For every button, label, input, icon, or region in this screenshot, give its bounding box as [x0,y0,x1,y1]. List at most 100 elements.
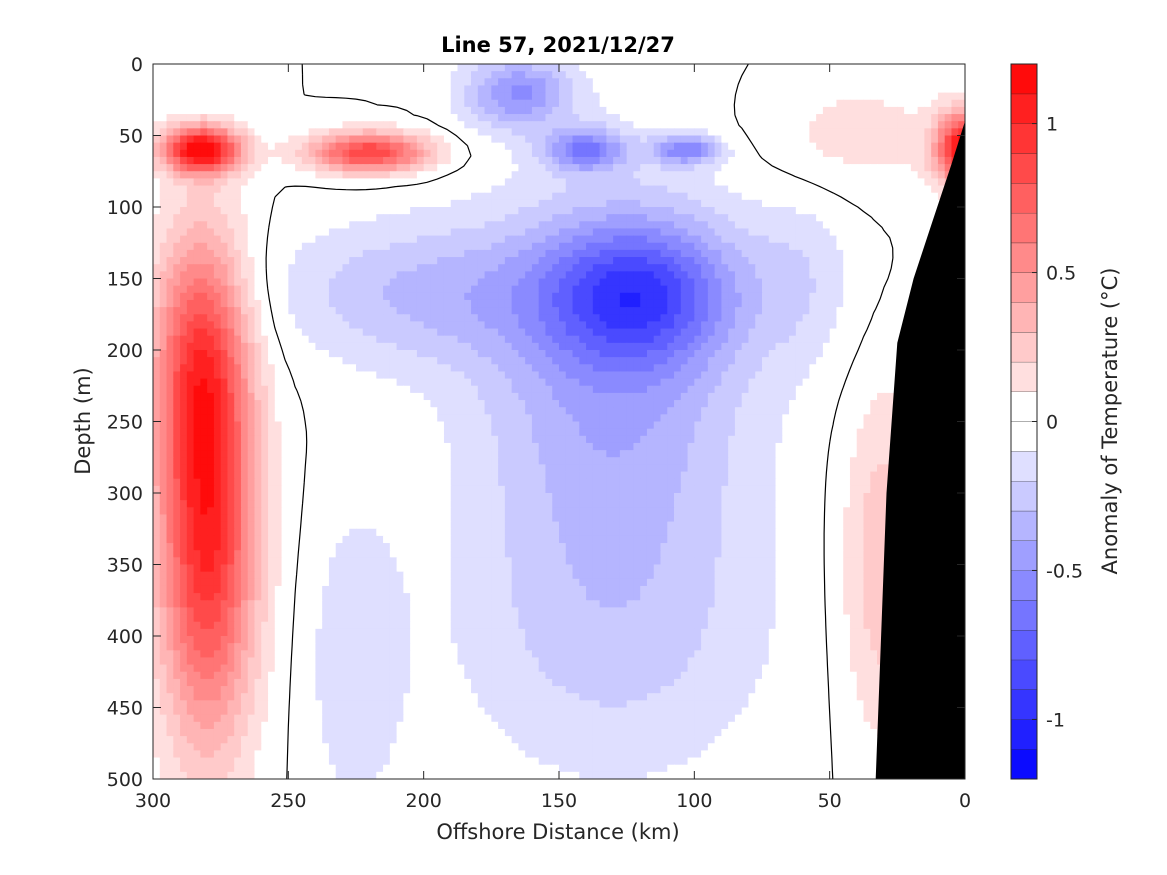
heatmap-cell [877,307,885,315]
heatmap-cell [775,278,783,287]
heatmap-cell [775,85,783,94]
heatmap-cell [734,228,743,237]
heatmap-cell [166,121,174,129]
heatmap-cell [653,285,662,294]
heatmap-cell [937,142,946,151]
heatmap-cell [802,114,810,122]
heatmap-cell [775,235,783,244]
heatmap-cell [315,257,323,265]
heatmap-cell [836,142,844,151]
heatmap-cell [707,128,716,137]
heatmap-cell [640,335,648,344]
heatmap-cell [748,278,756,287]
heatmap-cell [254,92,262,101]
heatmap-cell [890,264,898,272]
heatmap-cell [410,221,418,230]
heatmap-cell [775,64,783,72]
heatmap-cell [951,142,959,151]
heatmap-cell [261,121,269,129]
heatmap-cell [579,207,587,215]
heatmap-cell [153,242,161,251]
heatmap-cell [613,149,621,158]
heatmap-cell [281,299,289,308]
heatmap-cell [877,249,885,258]
heatmap-cell [159,121,168,129]
heatmap-cell [288,264,296,272]
heatmap-cell [646,314,655,322]
heatmap-cell [877,178,885,187]
heatmap-cell [403,121,411,129]
heatmap-cell [153,185,161,194]
heatmap-cell [613,292,621,301]
heatmap-cell [694,142,702,151]
heatmap-cell [315,171,323,179]
heatmap-cell [430,335,438,344]
heatmap-cell [173,135,181,144]
heatmap-cell [748,321,756,330]
heatmap-cell [335,307,344,315]
heatmap-cell [295,335,303,344]
heatmap-cell [328,171,337,179]
heatmap-cell [207,85,215,94]
heatmap-cell [741,114,750,122]
heatmap-cell [207,307,215,315]
heatmap-cell [897,121,905,129]
heatmap-cell [234,235,242,244]
heatmap-cell [186,221,195,230]
heatmap-cell [518,121,526,129]
heatmap-cell [721,64,729,72]
heatmap-cell [646,335,655,344]
heatmap-cell [200,106,208,115]
heatmap-cell [890,199,898,208]
heatmap-cell [836,135,844,144]
heatmap-cell [775,207,783,215]
heatmap-cell [897,285,905,294]
heatmap-cell [762,321,770,330]
heatmap-cell [396,164,404,172]
heatmap-cell [863,185,871,194]
heatmap-cell [342,278,350,287]
heatmap-cell [748,135,756,144]
heatmap-cell [579,64,587,72]
heatmap-cell [376,350,384,358]
heatmap-cell [619,85,628,94]
heatmap-cell [836,71,844,79]
heatmap-cell [315,121,323,129]
heatmap-cell [809,350,817,358]
heatmap-cell [376,121,384,129]
heatmap-cell [227,342,235,351]
heatmap-cell [613,335,621,344]
heatmap-cell [856,292,865,301]
heatmap-cell [633,242,641,251]
heatmap-cell [674,228,682,237]
heatmap-cell [741,171,750,179]
heatmap-cell [254,328,262,337]
heatmap-cell [917,228,925,237]
heatmap-cell [410,299,418,308]
heatmap-cell [640,199,648,208]
heatmap-cell [701,99,709,108]
heatmap-cell [721,92,729,101]
heatmap-cell [795,207,804,215]
heatmap-cell [416,307,425,315]
heatmap-cell [883,185,892,194]
heatmap-cell [389,185,398,194]
heatmap-cell [207,114,215,122]
heatmap-cell [410,228,418,237]
heatmap-cell [288,164,296,172]
heatmap-cell [430,92,438,101]
heatmap-cell [450,292,459,301]
heatmap-cell [674,328,682,337]
heatmap-cell [762,78,770,87]
heatmap-cell [268,64,276,72]
heatmap-cell [186,135,195,144]
heatmap-cell [301,314,310,322]
heatmap-cell [937,99,946,108]
heatmap-cell [254,299,262,308]
heatmap-cell [376,321,384,330]
heatmap-cell [775,314,783,322]
heatmap-cell [701,264,709,272]
heatmap-cell [687,271,695,280]
heatmap-cell [849,278,858,287]
heatmap-cell [193,185,201,194]
